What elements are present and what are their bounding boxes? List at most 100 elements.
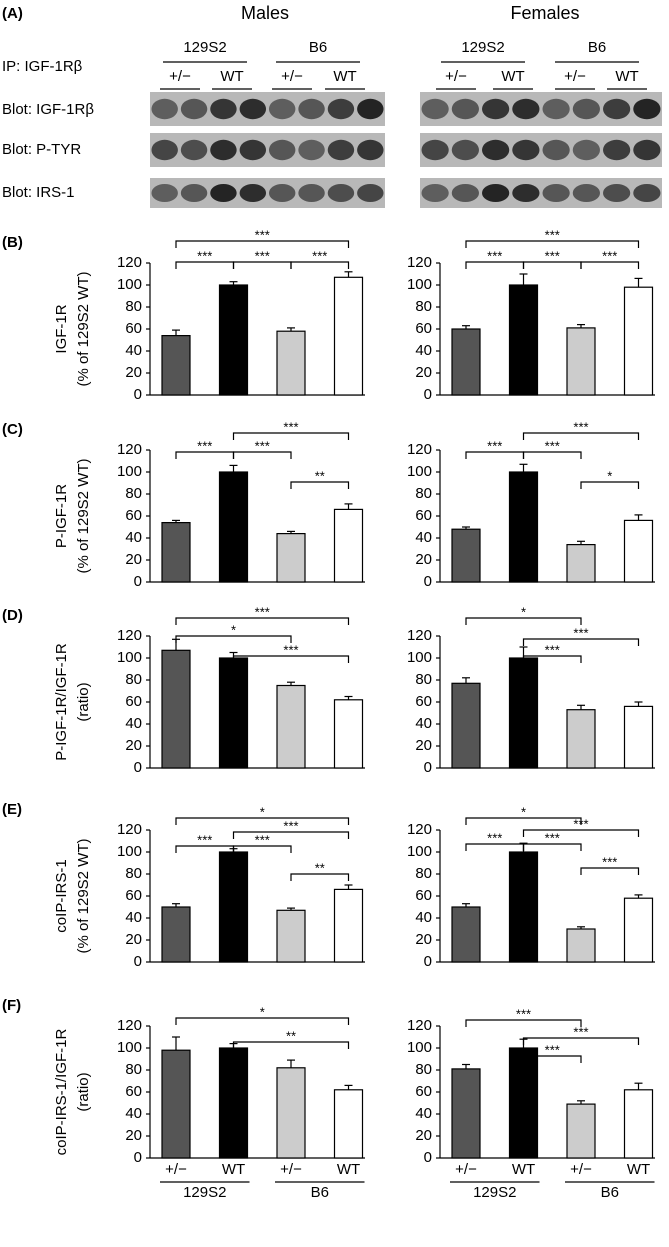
blot-band (542, 184, 570, 202)
bar (508, 471, 539, 583)
y-tick-label: 120 (407, 441, 432, 458)
y-tick-label: 120 (117, 441, 142, 458)
blot-band (357, 98, 384, 120)
x-tick-label: WT (337, 1161, 360, 1178)
y-tick-label: 80 (125, 1061, 142, 1078)
y-tick-label: 100 (407, 1039, 432, 1056)
significance-label: *** (573, 816, 588, 831)
bar (333, 699, 364, 769)
x-tick-label: +/− (280, 1161, 302, 1178)
y-tick-label: 120 (117, 627, 142, 644)
significance-label: * (260, 804, 265, 819)
significance-label: ** (315, 860, 325, 875)
blot-band (603, 139, 631, 161)
bar (218, 471, 249, 583)
y-tick-label: 0 (134, 573, 142, 590)
blot-band (421, 139, 449, 161)
significance-label: *** (487, 438, 502, 453)
y-tick-label: 20 (125, 737, 142, 754)
error-bar (462, 1063, 470, 1069)
bar (276, 330, 306, 396)
blot-band (298, 184, 325, 202)
x-tick-label: WT (512, 1161, 535, 1178)
lane-label: WT (220, 68, 243, 85)
blot-band (603, 98, 631, 120)
significance-bracket (465, 817, 582, 825)
lane-label: WT (333, 68, 356, 85)
group-label: B6 (601, 1184, 619, 1201)
error-bar (287, 681, 295, 686)
significance-label: * (260, 1004, 265, 1019)
significance-bracket (175, 1017, 350, 1025)
blot-band (239, 98, 267, 120)
blot-band (268, 184, 296, 202)
significance-label: *** (487, 830, 502, 845)
error-bar (344, 884, 353, 890)
error-bar (577, 324, 585, 328)
x-tick-label: WT (627, 1161, 650, 1178)
bar (218, 851, 249, 963)
y-tick-label: 40 (415, 715, 432, 732)
blot-band (151, 139, 178, 161)
y-tick-label: 20 (125, 1127, 142, 1144)
lane-label: WT (501, 68, 524, 85)
blot-band (180, 184, 208, 202)
error-bar (344, 1084, 353, 1090)
blot-band (451, 98, 479, 120)
blot-band (572, 184, 600, 202)
y-tick-label: 40 (125, 529, 142, 546)
y-axis-label: coIP-IRS-1/IGF-1R (53, 1028, 70, 1155)
significance-label: *** (197, 438, 212, 453)
y-tick-label: 20 (415, 1127, 432, 1144)
significance-label: *** (573, 625, 588, 640)
y-tick-label: 40 (415, 529, 432, 546)
x-tick-label: +/− (165, 1161, 187, 1178)
y-tick-label: 60 (415, 507, 432, 524)
bar (623, 705, 654, 769)
significance-label: *** (545, 227, 560, 242)
y-tick-label: 0 (134, 1149, 142, 1166)
bar (218, 284, 249, 396)
panel-label: (B) (2, 234, 23, 251)
significance-label: *** (255, 832, 270, 847)
bar (333, 888, 364, 963)
bar (623, 1089, 654, 1159)
significance-bracket (465, 240, 640, 248)
error-bar (344, 503, 353, 510)
blot-band (542, 139, 570, 161)
blot-band (357, 139, 384, 161)
y-tick-label: 80 (125, 485, 142, 502)
significance-bracket (580, 867, 640, 875)
significance-label: *** (602, 248, 617, 263)
lane-label: +/− (281, 68, 303, 85)
significance-bracket (522, 829, 640, 837)
significance-label: *** (545, 830, 560, 845)
y-tick-label: 120 (117, 821, 142, 838)
bar (566, 1103, 596, 1159)
bar (333, 508, 364, 583)
y-tick-label: 20 (415, 737, 432, 754)
blot-label: Blot: P-TYR (2, 141, 81, 158)
error-bar (577, 540, 585, 545)
bar (508, 851, 539, 963)
y-tick-label: 0 (424, 953, 432, 970)
error-bar (519, 463, 528, 472)
group-label: B6 (311, 1184, 329, 1201)
significance-bracket (232, 1041, 350, 1049)
error-bar (287, 530, 295, 534)
y-tick-label: 0 (424, 573, 432, 590)
blot-band (298, 98, 325, 120)
blot-band (633, 98, 661, 120)
blot-band (603, 184, 631, 202)
significance-label: *** (573, 419, 588, 434)
blot-band (239, 184, 267, 202)
bar (161, 1049, 191, 1159)
error-bar (577, 1100, 585, 1105)
blot-band (512, 139, 540, 161)
significance-bracket (232, 845, 292, 853)
y-tick-label: 60 (125, 887, 142, 904)
y-tick-label: 40 (125, 1105, 142, 1122)
error-bar (172, 519, 180, 523)
